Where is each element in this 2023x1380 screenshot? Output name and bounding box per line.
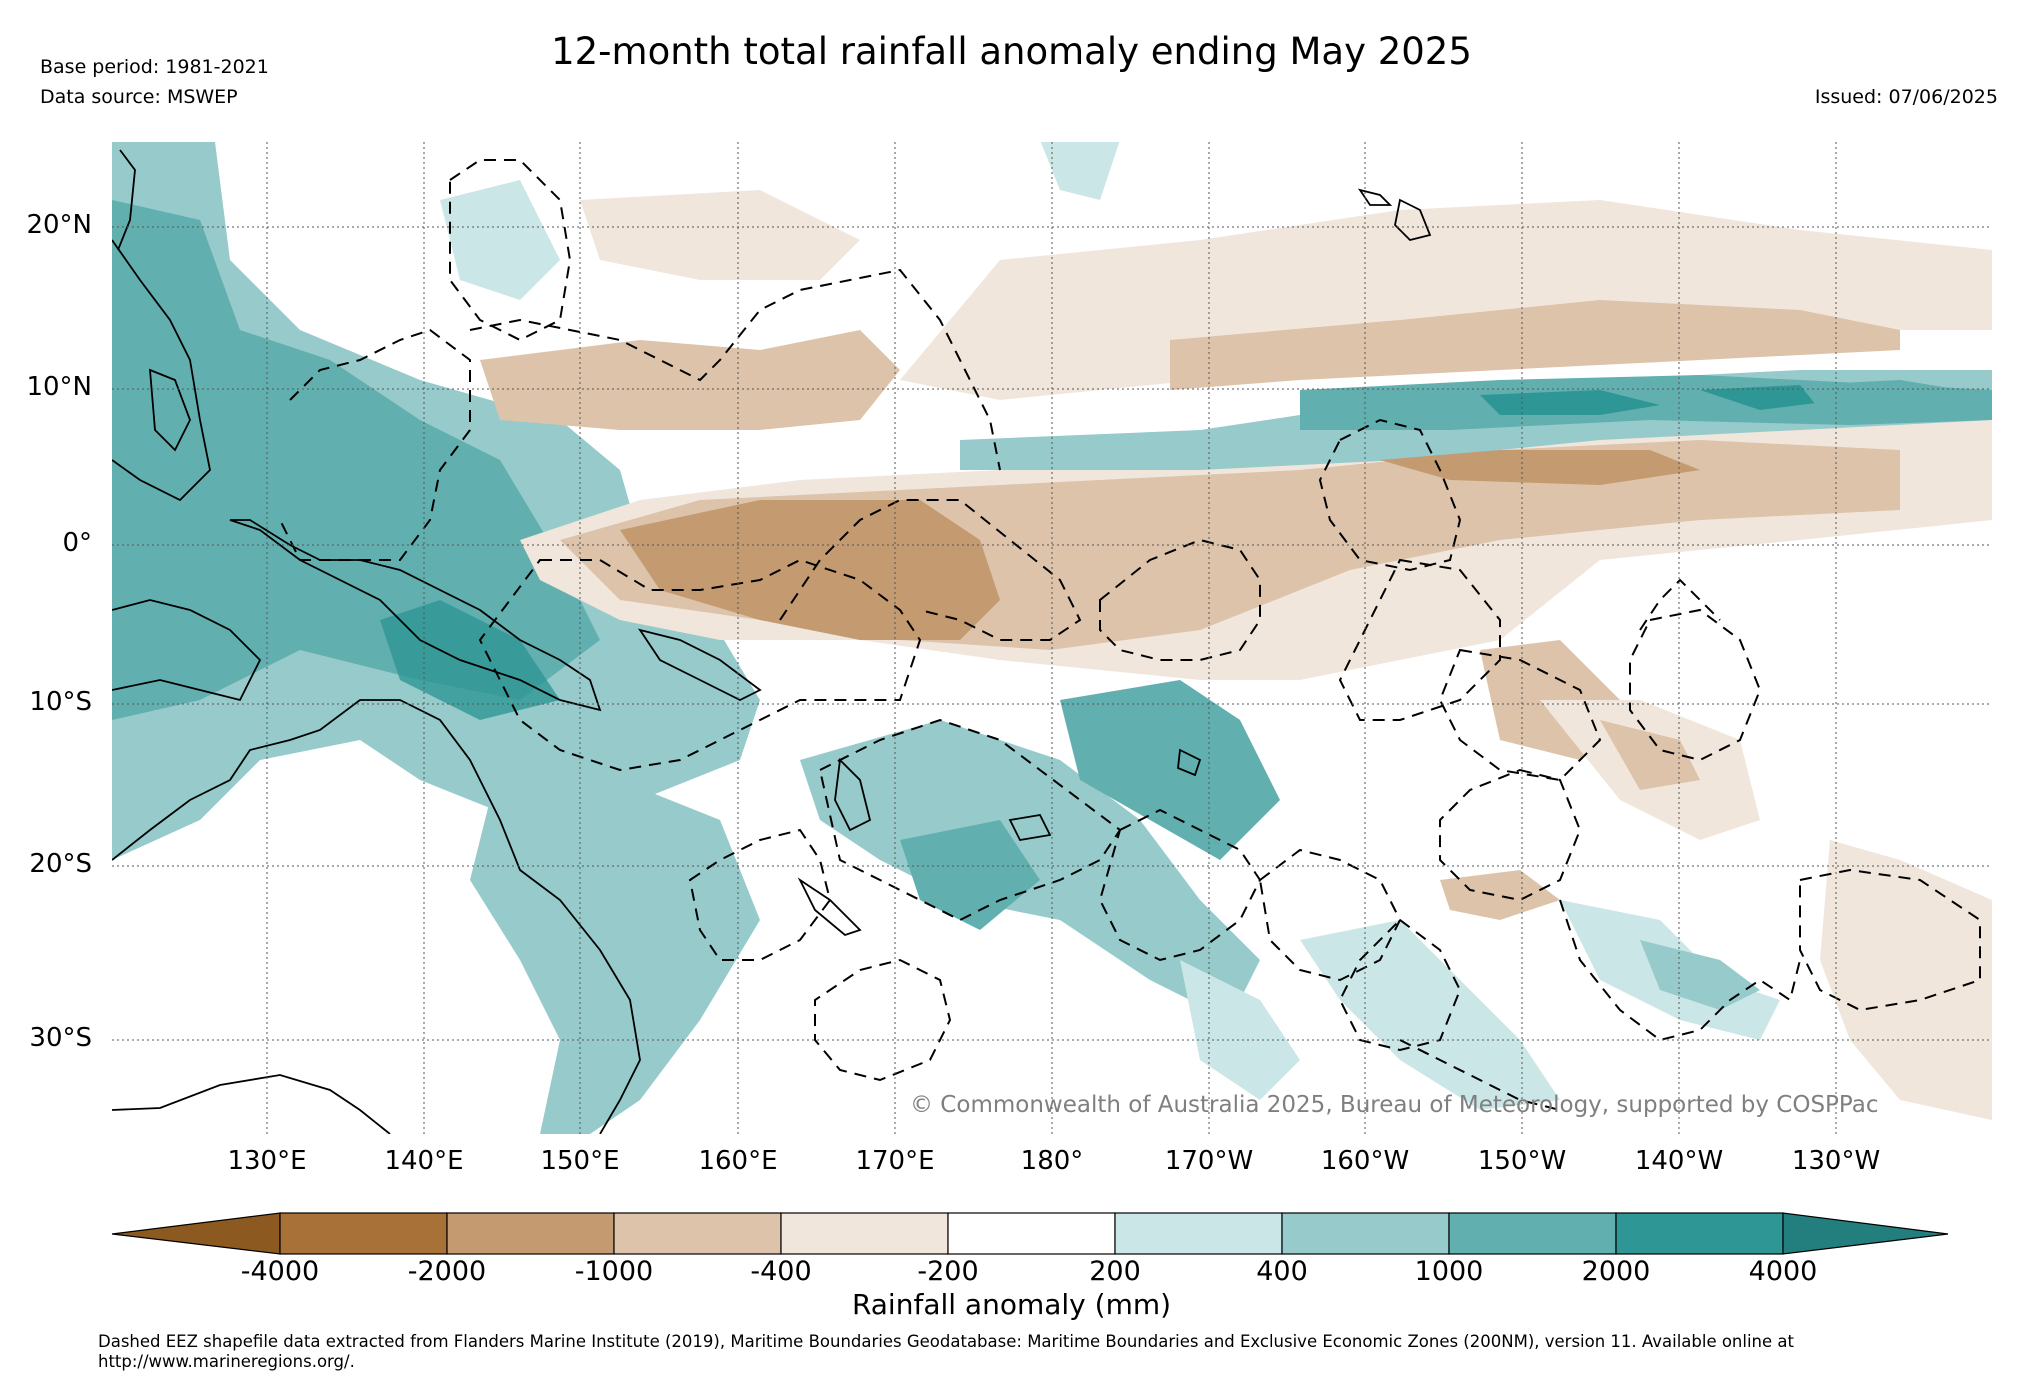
colorbar-tick: 200 (1089, 1256, 1141, 1287)
colorbar-bin (947, 1212, 1116, 1255)
lon-label: 130°W (1791, 1146, 1881, 1176)
coastlines (112, 149, 1432, 1134)
graticule (112, 142, 1992, 1134)
colorbar-bin (1281, 1212, 1450, 1255)
colorbar-bin (1114, 1212, 1283, 1255)
wet-anomaly-west (112, 142, 760, 860)
lon-label: 180° (1020, 1146, 1084, 1176)
dry-band-north (480, 190, 1992, 430)
colorbar-tick: -4000 (240, 1256, 320, 1287)
colorbar-tick: -2000 (407, 1256, 487, 1287)
copyright-notice: © Commonwealth of Australia 2025, Bureau… (910, 1092, 1879, 1118)
lat-label: 30°S (29, 1023, 92, 1053)
footer-note: Dashed EEZ shapefile data extracted from… (98, 1332, 1794, 1371)
colorbar-tick: 2000 (1581, 1256, 1651, 1287)
map-frame (112, 142, 1992, 1134)
colorbar-bin (1615, 1212, 1784, 1255)
colorbar-tick: -400 (750, 1256, 812, 1287)
colorbar-bin (613, 1212, 782, 1255)
map-title: 12-month total rainfall anomaly ending M… (551, 30, 1472, 73)
lat-label: 10°N (26, 372, 92, 402)
colorbar-tick: 4000 (1748, 1256, 1818, 1287)
colorbar (111, 1212, 1949, 1255)
colorbar-tick: -1000 (574, 1256, 654, 1287)
lon-label: 130°E (227, 1146, 307, 1176)
base-period: Base period: 1981-2021 (40, 56, 269, 78)
colorbar-bin (279, 1212, 448, 1255)
colorbar-label: Rainfall anomaly (mm) (851, 1288, 1172, 1321)
colorbar-tick: 1000 (1414, 1256, 1484, 1287)
lon-label: 150°E (540, 1146, 620, 1176)
lon-label: 160°W (1320, 1146, 1410, 1176)
data-source: Data source: MSWEP (40, 86, 238, 108)
colorbar-bin (1448, 1212, 1617, 1255)
colorbar-bin (446, 1212, 615, 1255)
lon-label: 160°E (698, 1146, 778, 1176)
lon-label: 170°E (855, 1146, 935, 1176)
lat-label: 20°N (26, 210, 92, 240)
colorbar-extend-high (1782, 1212, 1949, 1255)
lat-label: 10°S (29, 687, 92, 717)
lon-label: 140°W (1634, 1146, 1724, 1176)
lon-label: 140°E (384, 1146, 464, 1176)
lon-label: 150°W (1477, 1146, 1567, 1176)
lat-label: 20°S (29, 849, 92, 879)
colorbar-bin (780, 1212, 949, 1255)
colorbar-extend-low (111, 1212, 281, 1255)
colorbar-tick: 400 (1256, 1256, 1308, 1287)
lon-label: 170°W (1164, 1146, 1254, 1176)
issued-date: Issued: 07/06/2025 (1814, 86, 1998, 108)
lat-label: 0° (62, 528, 92, 558)
eez-boundaries (279, 159, 1981, 1111)
colorbar-tick: -200 (917, 1256, 979, 1287)
